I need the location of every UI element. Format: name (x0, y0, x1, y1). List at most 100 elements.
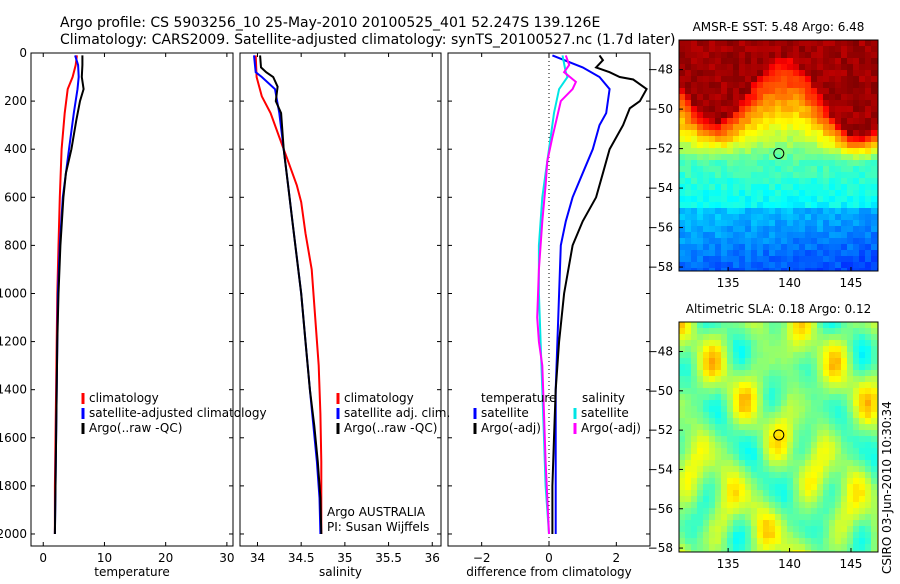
heatmap-cell (871, 514, 877, 520)
heatmap-cell (841, 442, 847, 448)
heatmap-cell (805, 118, 811, 124)
heatmap-cell (679, 334, 685, 340)
heatmap-cell (727, 208, 733, 214)
heatmap-cell (769, 388, 775, 394)
heatmap-cell (679, 88, 685, 94)
heatmap-cell (829, 178, 835, 184)
heatmap-cell (715, 460, 721, 466)
heatmap-cell (751, 322, 757, 328)
heatmap-cell (751, 466, 757, 472)
heatmap-cell (733, 256, 739, 262)
heatmap-cell (769, 214, 775, 220)
heatmap-cell (841, 382, 847, 388)
heatmap-cell (685, 322, 691, 328)
heatmap-cell (763, 340, 769, 346)
heatmap-cell (691, 172, 697, 178)
heatmap-cell (775, 226, 781, 232)
heatmap-cell (823, 376, 829, 382)
heatmap-cell (799, 118, 805, 124)
heatmap-cell (739, 364, 745, 370)
heatmap-cell (781, 364, 787, 370)
heatmap-cell (871, 238, 877, 244)
y-tick-label: 400 (4, 142, 27, 156)
heatmap-cell (757, 202, 763, 208)
x-tick-label: 135 (717, 557, 740, 571)
heatmap-cell (691, 58, 697, 64)
heatmap-cell (775, 484, 781, 490)
heatmap-cell (871, 208, 877, 214)
heatmap-cell (685, 196, 691, 202)
heatmap-cell (679, 526, 685, 532)
heatmap-cell (685, 388, 691, 394)
heatmap-cell (703, 208, 709, 214)
heatmap-cell (787, 232, 793, 238)
heatmap-cell (871, 136, 877, 142)
heatmap-cell (811, 412, 817, 418)
heatmap-cell (775, 244, 781, 250)
heatmap-cell (865, 232, 871, 238)
heatmap-cell (727, 520, 733, 526)
heatmap-cell (727, 472, 733, 478)
heatmap-cell (709, 100, 715, 106)
heatmap-cell (697, 190, 703, 196)
heatmap-cell (757, 178, 763, 184)
heatmap-cell (841, 460, 847, 466)
heatmap-cell (805, 130, 811, 136)
heatmap-cell (691, 454, 697, 460)
heatmap-cell (865, 394, 871, 400)
heatmap-cell (691, 550, 697, 552)
heatmap-cell (727, 250, 733, 256)
heatmap-cell (859, 250, 865, 256)
heatmap-cell (865, 256, 871, 262)
heatmap-cell (757, 154, 763, 160)
heatmap-cell (841, 376, 847, 382)
heatmap-cell (727, 496, 733, 502)
chart-annotation: PI: Susan Wijffels (327, 520, 429, 534)
heatmap-cell (859, 484, 865, 490)
heatmap-cell (811, 472, 817, 478)
heatmap-cell (823, 364, 829, 370)
heatmap-cell (697, 226, 703, 232)
heatmap-cell (847, 106, 853, 112)
heatmap-cell (763, 364, 769, 370)
heatmap-cell (859, 424, 865, 430)
heatmap-cell (769, 202, 775, 208)
heatmap-cell (775, 160, 781, 166)
heatmap-cell (871, 112, 877, 118)
heatmap-cell (799, 424, 805, 430)
heatmap-cell (691, 502, 697, 508)
heatmap-cell (823, 58, 829, 64)
heatmap-cell (823, 76, 829, 82)
heatmap-cell (745, 148, 751, 154)
heatmap-cell (847, 418, 853, 424)
heatmap-cell (727, 448, 733, 454)
heatmap-cell (817, 40, 823, 46)
heatmap-cell (721, 94, 727, 100)
heatmap-cell (823, 184, 829, 190)
heatmap-cell (871, 250, 877, 256)
heatmap-cell (721, 364, 727, 370)
heatmap-cell (757, 166, 763, 172)
heatmap-cell (679, 538, 685, 544)
heatmap-cell (769, 334, 775, 340)
heatmap-cell (745, 454, 751, 460)
heatmap-cell (859, 184, 865, 190)
heatmap-cell (697, 334, 703, 340)
heatmap-cell (709, 70, 715, 76)
heatmap-cell (799, 262, 805, 268)
heatmap-cell (799, 82, 805, 88)
heatmap-cell (787, 94, 793, 100)
heatmap-cell (829, 496, 835, 502)
heatmap-cell (685, 436, 691, 442)
heatmap-cell (697, 58, 703, 64)
heatmap-cell (697, 214, 703, 220)
heatmap-cell (787, 196, 793, 202)
heatmap-cell (787, 46, 793, 52)
heatmap-cell (727, 148, 733, 154)
heatmap-cell (823, 136, 829, 142)
heatmap-cell (763, 148, 769, 154)
heatmap-cell (853, 358, 859, 364)
heatmap-cell (709, 88, 715, 94)
heatmap-cell (679, 400, 685, 406)
heatmap-cell (871, 364, 877, 370)
